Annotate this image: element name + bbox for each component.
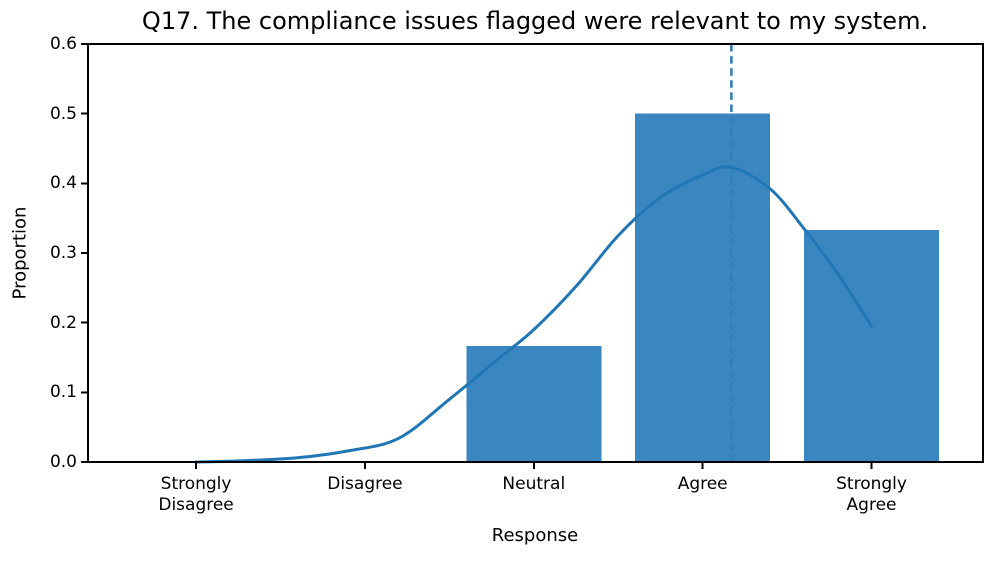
y-tick-label: 0.2 (49, 312, 77, 333)
y-tick-label: 0.0 (49, 452, 77, 472)
x-tick-label-line: Disagree (158, 495, 234, 515)
x-tick-label-line: Agree (846, 495, 897, 515)
bar-agree (635, 113, 771, 462)
y-tick-label: 0.1 (49, 382, 77, 403)
kde-curve (194, 165, 873, 464)
y-tick-label: 0.4 (49, 173, 77, 194)
x-tick-label-line: Strongly (160, 474, 232, 494)
x-tick-label-strongly-disagree: Strongly Disagree (158, 474, 233, 516)
x-tick-label-disagree: Disagree (327, 474, 402, 495)
x-tick-label-line: Disagree (327, 474, 403, 494)
x-tick-label-line: Strongly (836, 474, 907, 494)
x-tick-label-agree: Agree (678, 474, 728, 495)
x-tick-label-line: Agree (677, 474, 728, 494)
y-tick-label: 0.6 (49, 34, 77, 54)
x-axis-label: Response (491, 525, 579, 546)
x-tick-label-strongly-agree: Strongly Agree (836, 474, 907, 516)
y-tick-label: 0.5 (49, 103, 77, 124)
chart-title: Q17. The compliance issues flagged were … (141, 7, 929, 35)
x-tick-label-neutral: Neutral (502, 474, 565, 495)
y-tick-label: 0.3 (49, 243, 77, 263)
bar-neutral (466, 345, 602, 462)
bar-strongly-agree (804, 229, 940, 462)
x-tick-label-line: Neutral (502, 474, 566, 494)
